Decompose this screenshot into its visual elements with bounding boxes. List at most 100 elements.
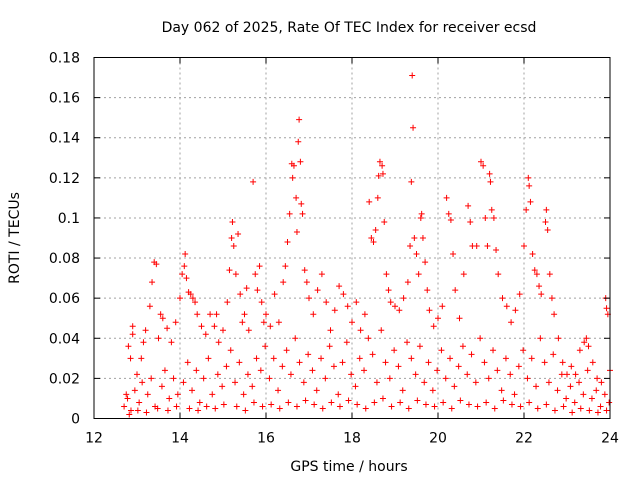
data-point [214,371,221,378]
data-point [121,403,128,410]
data-point [310,311,317,318]
data-point [127,355,134,362]
data-point [411,235,418,241]
data-point [335,391,342,398]
data-point [331,307,338,314]
data-point [297,158,304,165]
data-point [352,383,359,390]
data-point [154,405,161,412]
data-point [282,263,289,270]
data-point [323,299,330,306]
data-point [187,291,194,298]
data-point [361,367,368,374]
data-point [410,124,417,131]
data-point [460,271,467,278]
data-point [507,371,514,378]
data-point [465,202,472,209]
data-point [361,311,368,318]
data-point [161,367,168,374]
data-point [443,194,450,201]
data-point [328,399,335,406]
axis-ticks: 12 14 16 18 20 22 24 0 0.02 0.04 0.06 0.08 0.1 0.12 0.… [49,51,619,447]
y-tick-label: 0.16 [49,91,80,107]
data-point [313,387,320,394]
data-point [318,355,325,362]
data-point [541,359,548,366]
data-point [601,391,608,398]
data-point [569,409,576,416]
data-point [560,403,567,410]
data-point [236,359,243,366]
data-point [473,243,480,250]
data-point [550,351,557,358]
data-point [577,405,584,412]
data-point [260,319,267,326]
data-point [526,399,533,406]
data-point [275,319,282,326]
data-point [502,355,509,362]
data-point [345,397,352,404]
data-point [465,401,472,408]
data-point [267,323,274,330]
data-point [525,174,532,181]
data-point [200,375,207,382]
data-point [415,271,422,278]
data-point [468,351,475,358]
data-point [131,387,138,394]
data-point [456,315,463,322]
data-point [455,363,462,370]
data-point [499,295,506,302]
data-point [245,327,252,334]
data-point [512,307,519,314]
data-point [386,375,393,382]
data-point [153,261,160,268]
data-point [155,335,162,342]
data-point [181,263,188,270]
data-point [563,395,570,402]
data-point [124,395,131,402]
data-point [416,343,423,350]
data-point [314,287,321,294]
data-point [448,405,455,412]
x-tick-label: 22 [515,431,533,447]
data-point [388,403,395,410]
data-point [293,194,300,201]
data-point [521,243,527,250]
data-point [523,206,530,213]
data-point [537,335,544,342]
data-point [148,375,155,382]
data-point [447,355,454,362]
data-point [266,375,273,382]
data-point [588,395,595,402]
data-point [580,391,587,398]
data-point [295,138,302,145]
data-point [348,371,355,378]
data-point [318,271,325,278]
data-point [289,174,296,181]
data-point [382,359,389,366]
data-point [237,291,244,298]
data-point [422,259,429,266]
data-point [450,251,457,258]
data-point [533,383,540,390]
x-tick-label: 12 [85,431,103,447]
x-axis-label: GPS time / hours [290,459,407,475]
data-point [528,355,535,362]
data-point [127,407,134,414]
data-point [356,355,363,362]
data-point [606,399,613,406]
data-point [240,391,247,398]
data-point [371,399,378,406]
data-point [211,323,218,330]
y-tick-label: 0.14 [49,131,80,147]
data-point [285,399,292,406]
data-point [546,271,553,278]
data-point [520,347,527,354]
data-point [383,271,390,278]
data-point [451,383,458,390]
data-point [418,210,425,217]
data-point [369,351,376,358]
data-point [300,379,307,386]
data-point [480,162,487,169]
data-point [209,391,216,398]
